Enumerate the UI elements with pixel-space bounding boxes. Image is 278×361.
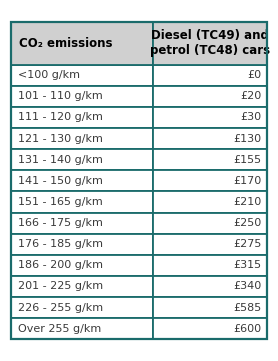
Bar: [11, 276, 153, 297]
Bar: [153, 297, 267, 318]
Text: Over 255 g/km: Over 255 g/km: [18, 324, 101, 334]
Bar: [153, 255, 267, 276]
Text: 176 - 185 g/km: 176 - 185 g/km: [18, 239, 103, 249]
Text: £30: £30: [240, 112, 261, 122]
Text: 226 - 255 g/km: 226 - 255 g/km: [18, 303, 103, 313]
Text: 131 - 140 g/km: 131 - 140 g/km: [18, 155, 103, 165]
Text: £250: £250: [233, 218, 261, 228]
Text: 166 - 175 g/km: 166 - 175 g/km: [18, 218, 103, 228]
Text: £210: £210: [233, 197, 261, 207]
Bar: [11, 191, 153, 213]
Bar: [11, 297, 153, 318]
Bar: [11, 65, 153, 86]
Bar: [11, 234, 153, 255]
Text: £20: £20: [240, 91, 261, 101]
Text: 111 - 120 g/km: 111 - 120 g/km: [18, 112, 103, 122]
Text: £585: £585: [233, 303, 261, 313]
Text: Diesel (TC49) and
petrol (TC48) cars: Diesel (TC49) and petrol (TC48) cars: [150, 29, 270, 57]
Text: 186 - 200 g/km: 186 - 200 g/km: [18, 260, 103, 270]
Bar: [11, 149, 153, 170]
Text: £155: £155: [233, 155, 261, 165]
Bar: [11, 22, 267, 339]
Bar: [11, 255, 153, 276]
Text: £0: £0: [247, 70, 261, 80]
Bar: [11, 213, 153, 234]
Bar: [11, 107, 153, 128]
Bar: [11, 128, 153, 149]
Text: £600: £600: [233, 324, 261, 334]
Bar: [153, 149, 267, 170]
Text: CO₂ emissions: CO₂ emissions: [19, 36, 113, 49]
Bar: [153, 22, 267, 65]
Bar: [153, 318, 267, 339]
Bar: [153, 276, 267, 297]
Bar: [11, 86, 153, 107]
Bar: [153, 213, 267, 234]
Text: 201 - 225 g/km: 201 - 225 g/km: [18, 282, 103, 291]
Text: 121 - 130 g/km: 121 - 130 g/km: [18, 134, 103, 144]
Bar: [11, 22, 153, 65]
Text: 141 - 150 g/km: 141 - 150 g/km: [18, 176, 103, 186]
Bar: [153, 191, 267, 213]
Text: £275: £275: [233, 239, 261, 249]
Bar: [153, 65, 267, 86]
Bar: [11, 318, 153, 339]
Text: £340: £340: [233, 282, 261, 291]
Text: 151 - 165 g/km: 151 - 165 g/km: [18, 197, 103, 207]
Bar: [153, 86, 267, 107]
Text: £130: £130: [233, 134, 261, 144]
Bar: [153, 128, 267, 149]
Bar: [153, 234, 267, 255]
Text: £315: £315: [233, 260, 261, 270]
Text: £170: £170: [233, 176, 261, 186]
Text: 101 - 110 g/km: 101 - 110 g/km: [18, 91, 103, 101]
Bar: [11, 170, 153, 191]
Bar: [153, 170, 267, 191]
Text: <100 g/km: <100 g/km: [18, 70, 80, 80]
Bar: [153, 107, 267, 128]
